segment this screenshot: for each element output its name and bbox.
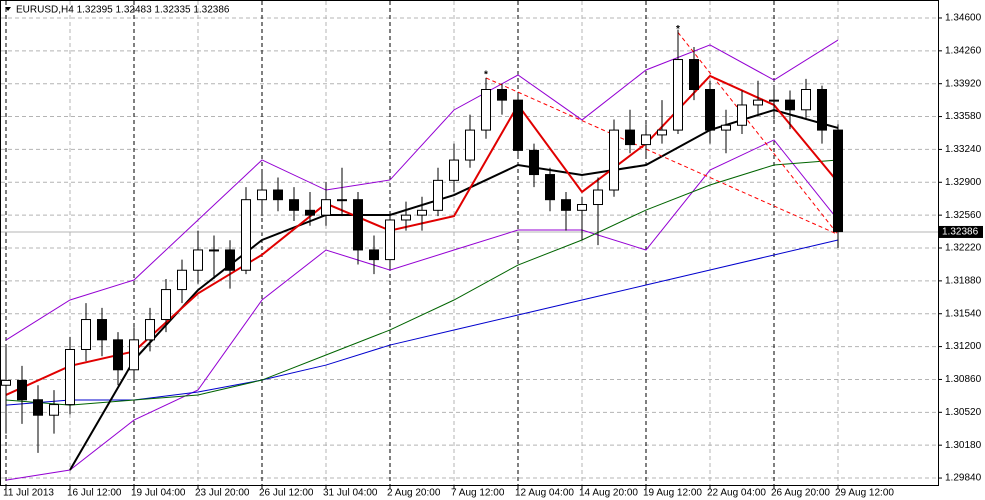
y-tick-label: 1.30860 [945, 374, 982, 385]
candle-body [129, 339, 139, 371]
candle-body [145, 319, 155, 341]
candle-body [177, 269, 187, 291]
candle-body [65, 348, 75, 406]
y-tick-label: 1.34260 [945, 45, 982, 56]
menu-arrow[interactable] [5, 7, 11, 11]
candle-body [705, 88, 715, 131]
candle-body [273, 189, 283, 201]
candle-body [721, 124, 731, 131]
candle-body [353, 199, 363, 251]
plot-frame [0, 0, 939, 486]
last-price-box [939, 225, 983, 238]
chart-title: EURUSD,H4 1.32395 1.32483 1.32335 1.3238… [16, 5, 230, 16]
y-tick-label: 1.29840 [945, 473, 982, 484]
x-tick-label: 19 Aug 12:00 [643, 488, 702, 499]
candle-body [465, 129, 475, 161]
candle-body [593, 189, 603, 206]
candle-body [193, 249, 203, 271]
candle-body [673, 59, 683, 131]
candle-body [33, 399, 43, 416]
candle-body [753, 99, 763, 106]
indicator-line [5, 159, 839, 406]
candle-body [609, 129, 619, 191]
y-tick-label: 1.31880 [945, 276, 982, 287]
candle-body [577, 204, 587, 211]
candle-body [625, 129, 635, 146]
y-tick-label: 1.32220 [945, 243, 982, 254]
candle-body [417, 209, 427, 216]
y-tick-label: 1.32560 [945, 210, 982, 221]
x-tick-label: 31 Jul 04:00 [323, 488, 378, 499]
candle-body [449, 159, 459, 181]
candle-body [241, 199, 251, 271]
x-tick-label: 16 Jul 12:00 [67, 488, 122, 499]
candle-body [401, 214, 411, 221]
x-tick-label: 2 Aug 20:00 [387, 488, 441, 499]
candle-body [529, 149, 539, 176]
candle-body [689, 59, 699, 90]
candle-body [545, 174, 555, 201]
candle-body [17, 379, 27, 401]
y-tick-label: 1.33920 [945, 78, 982, 89]
candle-body [737, 104, 747, 126]
x-tick-label: 29 Aug 12:00 [835, 488, 894, 499]
y-tick-label: 1.31200 [945, 341, 982, 352]
trend-line [677, 32, 839, 235]
x-tick-label: 12 Aug 04:00 [515, 488, 574, 499]
candle-body [289, 199, 299, 211]
candle-body [257, 189, 267, 201]
y-tick-label: 1.30180 [945, 440, 982, 451]
candle-body [113, 339, 123, 371]
y-tick-label: 1.31540 [945, 308, 982, 319]
candle-body [833, 129, 843, 233]
trend-line [485, 77, 839, 235]
candle-body [513, 99, 523, 151]
candle-body [497, 88, 507, 101]
candle-body [657, 129, 667, 136]
fractal-marker: * [484, 70, 488, 81]
candle-body [337, 199, 347, 202]
candle-body [209, 249, 219, 252]
y-tick-label: 1.33580 [945, 111, 982, 122]
y-tick-label: 1.33240 [945, 144, 982, 155]
candle-body [161, 289, 171, 321]
x-tick-label: 23 Jul 20:00 [195, 488, 250, 499]
indicator-line [5, 39, 839, 341]
candle-body [481, 88, 491, 131]
y-tick-label: 1.30520 [945, 407, 982, 418]
candle-body [81, 319, 91, 350]
x-tick-label: 22 Aug 04:00 [707, 488, 766, 499]
candle-body [641, 134, 651, 146]
candle-body [769, 99, 779, 102]
x-tick-label: 26 Aug 20:00 [771, 488, 830, 499]
last-price-label: 1.32386 [942, 227, 979, 238]
x-tick-label: 7 Aug 12:00 [451, 488, 505, 499]
y-tick-label: 1.32900 [945, 177, 982, 188]
candle-body [801, 88, 811, 111]
candle-body [97, 319, 107, 341]
candle-body [561, 199, 571, 211]
candle-body [1, 379, 11, 386]
candle-body [433, 179, 443, 211]
x-tick-label: 19 Jul 04:00 [131, 488, 186, 499]
x-tick-label: 14 Aug 20:00 [579, 488, 638, 499]
candle-body [817, 88, 827, 131]
x-tick-label: 26 Jul 12:00 [259, 488, 314, 499]
candle-body [385, 219, 395, 261]
indicator-line [5, 139, 839, 481]
candle-body [49, 404, 59, 416]
candle-body [225, 249, 235, 271]
candle-body [369, 249, 379, 261]
candle-body [785, 99, 795, 111]
x-tick-label: 11 Jul 2013 [3, 488, 54, 499]
candle-body [321, 199, 331, 216]
y-tick-label: 1.34600 [945, 13, 982, 24]
candle-body [305, 209, 315, 216]
